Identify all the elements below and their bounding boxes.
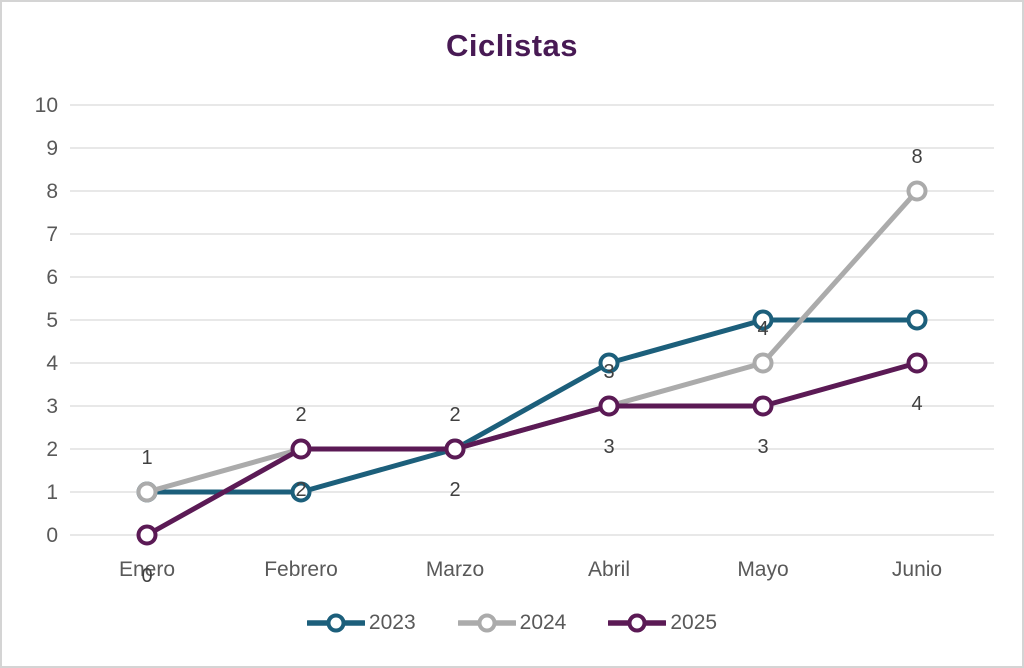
y-axis-tick-label: 7: [46, 223, 58, 246]
y-axis-tick-label: 4: [46, 352, 58, 375]
y-axis-tick-label: 8: [46, 180, 58, 203]
legend-point: [326, 613, 346, 633]
y-axis-tick-label: 3: [46, 395, 58, 418]
x-axis-label-febrero: Febrero: [264, 558, 338, 581]
data-label-2024-marzo: 2: [449, 404, 460, 426]
y-axis-tick-label: 2: [46, 438, 58, 461]
series-line-2024[interactable]: [144, 188, 920, 495]
x-axis-label-marzo: Marzo: [426, 558, 484, 581]
data-label-2024-enero: 1: [141, 447, 152, 469]
data-label-2025-febrero: 2: [295, 479, 306, 501]
x-axis-label-enero: Enero: [119, 558, 175, 581]
data-label-2025-abril: 3: [603, 436, 614, 458]
data-point-2023-febrero[interactable]: [290, 481, 312, 503]
legend-marker-icon: [457, 613, 516, 633]
y-axis-tick-label: 6: [46, 266, 58, 289]
data-point-2025-abril[interactable]: [598, 395, 620, 417]
legend-label: 2024: [519, 611, 567, 634]
data-label-2024-junio: 8: [911, 146, 922, 168]
legend-item-2023[interactable]: 2023: [306, 611, 416, 635]
data-point-2024-enero[interactable]: [136, 481, 158, 503]
data-label-2024-febrero: 2: [295, 404, 306, 426]
data-point-2024-mayo[interactable]: [752, 352, 774, 374]
x-axis-label-mayo: Mayo: [737, 558, 788, 581]
y-axis-tick-label: 5: [46, 309, 58, 332]
chart-title: Ciclistas: [445, 28, 578, 63]
data-label-2024-mayo: 4: [757, 318, 768, 340]
y-axis-tick-label: 10: [35, 94, 58, 117]
chart-legend: 2023 2024 2025: [2, 611, 1022, 635]
data-label-2025-enero: 0: [141, 565, 152, 587]
legend-label: 2025: [670, 611, 718, 634]
data-label-2025-junio: 4: [911, 393, 922, 415]
data-label-2025-mayo: 3: [757, 436, 768, 458]
data-label-2025-marzo: 2: [449, 479, 460, 501]
data-point-2024-junio[interactable]: [906, 180, 928, 202]
legend-item-2024[interactable]: 2024: [457, 611, 567, 635]
data-point-2025-enero[interactable]: [136, 524, 158, 546]
x-axis-label-junio: Junio: [892, 558, 942, 581]
data-point-2025-mayo[interactable]: [752, 395, 774, 417]
x-axis-label-abril: Abril: [588, 558, 630, 581]
legend-label: 2023: [368, 611, 416, 634]
data-point-2023-mayo[interactable]: [752, 309, 774, 331]
legend-marker-icon: [306, 613, 365, 633]
data-label-2024-abril: 3: [603, 361, 614, 383]
legend-marker-icon: [608, 613, 667, 633]
series-line-2023[interactable]: [144, 317, 920, 495]
data-point-2025-junio[interactable]: [906, 352, 928, 374]
legend-item-2025[interactable]: 2025: [608, 611, 717, 635]
data-point-2023-abril[interactable]: [598, 352, 620, 374]
y-axis-tick-label: 9: [46, 137, 58, 160]
y-axis-tick-label: 1: [46, 481, 58, 504]
series-line-2025[interactable]: [144, 360, 920, 538]
data-point-2025-marzo[interactable]: [444, 438, 466, 460]
data-point-2023-junio[interactable]: [906, 309, 928, 331]
data-point-2025-febrero[interactable]: [290, 438, 312, 460]
y-axis-tick-label: 0: [46, 524, 58, 547]
legend-point: [477, 613, 497, 633]
legend-point: [627, 613, 647, 633]
